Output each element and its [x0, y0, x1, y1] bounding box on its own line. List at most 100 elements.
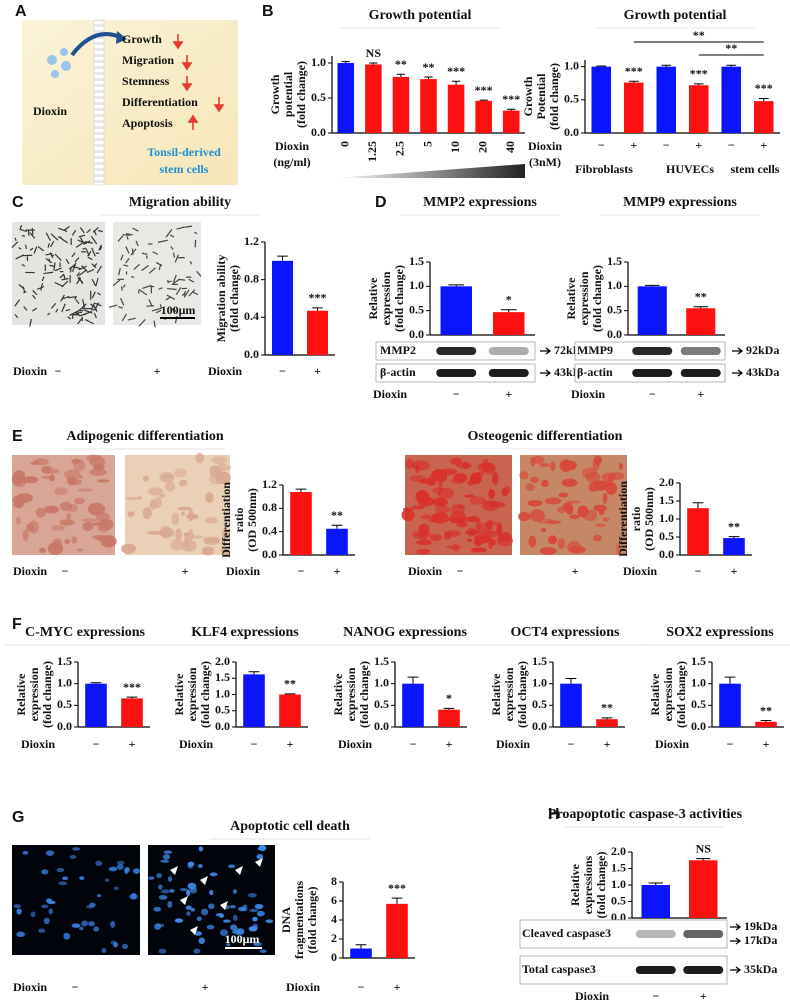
- x-axis-label: Dioxin: [571, 387, 605, 401]
- cell: [13, 474, 25, 485]
- cell: [91, 278, 97, 287]
- cell: [82, 247, 86, 250]
- bar: [121, 698, 143, 727]
- cell: [588, 482, 599, 492]
- cell: [78, 265, 87, 271]
- cell-label: stem cells: [160, 162, 209, 176]
- panel-letter: C: [12, 194, 24, 211]
- x-tick-label: −: [598, 138, 605, 152]
- cell: [38, 928, 46, 933]
- cell: [64, 469, 81, 480]
- cell: [167, 279, 169, 284]
- cell: [57, 236, 62, 239]
- cell: [84, 318, 94, 325]
- cell: [198, 846, 204, 852]
- y-axis-label: (fold change): [547, 63, 561, 130]
- x-tick-label: +: [604, 737, 611, 751]
- chart-title: KLF4 expressions: [191, 625, 299, 640]
- cell: [16, 908, 22, 915]
- cell: [188, 278, 195, 283]
- x-axis-label: Dioxin: [179, 737, 213, 751]
- error-bar: [728, 536, 740, 539]
- effect-label: Migration: [122, 53, 174, 67]
- cell: [148, 299, 153, 306]
- cell: [74, 312, 79, 316]
- cell: [82, 521, 94, 532]
- cell: [15, 516, 21, 525]
- chart-title: Apoptotic cell death: [230, 819, 350, 834]
- error-bar: [760, 720, 772, 722]
- cell: [169, 888, 175, 893]
- error-bar: [696, 858, 711, 861]
- cell: [31, 307, 38, 312]
- y-tick-label: 1.5: [532, 654, 547, 668]
- x-axis-label: Dioxin: [575, 989, 609, 1003]
- cell: [206, 924, 215, 930]
- condition-label: −: [62, 564, 69, 578]
- down-arrowhead: [213, 104, 225, 113]
- condition-label: −: [55, 364, 62, 378]
- cell: [91, 247, 96, 257]
- significance: **: [284, 677, 296, 691]
- cell: [67, 316, 72, 320]
- cell: [585, 471, 601, 483]
- y-tick-label: 0.5: [311, 90, 326, 104]
- bar: [438, 709, 460, 727]
- cell: [163, 850, 173, 854]
- cell: [557, 538, 566, 549]
- cell: [116, 864, 124, 870]
- cell: [547, 535, 558, 545]
- cell: [593, 455, 603, 465]
- cell: [54, 267, 62, 272]
- cell: [198, 937, 206, 945]
- significance: **: [760, 703, 772, 717]
- cell: [175, 286, 182, 295]
- cell: [167, 901, 173, 908]
- x-tick-label: 10: [448, 141, 462, 153]
- y-tick-label: 1.5: [607, 254, 622, 268]
- cell: [120, 297, 125, 306]
- significance: **: [695, 290, 707, 304]
- cell: [171, 279, 180, 286]
- cell: [29, 247, 34, 251]
- y-tick-label: 2.0: [611, 844, 626, 858]
- cell: [247, 893, 257, 898]
- cell: [14, 313, 19, 319]
- effect-label: Stemness: [122, 74, 170, 88]
- cell: [190, 535, 204, 539]
- y-tick-label: 0.0: [564, 125, 579, 139]
- cell: [131, 275, 135, 278]
- cell: [81, 920, 88, 927]
- cell: [74, 257, 80, 263]
- cell: [113, 886, 119, 891]
- cell: [53, 262, 56, 271]
- cell: [76, 272, 80, 277]
- effect-label: Differentiation: [122, 95, 198, 109]
- cell: [254, 903, 264, 910]
- significance: ***: [309, 291, 327, 305]
- cell: [226, 943, 231, 947]
- cell: [404, 458, 415, 469]
- cell: [435, 505, 451, 514]
- cell: [595, 523, 606, 528]
- y-axis-label: Relative: [568, 863, 582, 906]
- cell: [22, 476, 39, 484]
- cell: [121, 313, 127, 322]
- arrowhead-marker: [255, 858, 263, 867]
- cell: [464, 494, 475, 498]
- cell: [193, 948, 201, 954]
- error-bar: [644, 284, 660, 287]
- significance: ***: [690, 67, 708, 81]
- y-tick-label: 0.5: [564, 92, 579, 106]
- y-axis-label: (fold change): [674, 661, 688, 728]
- cell: [165, 229, 173, 238]
- bar: [85, 683, 107, 727]
- y-axis-label: expression: [27, 667, 41, 721]
- error-bar: [331, 524, 343, 529]
- cell: [81, 265, 88, 272]
- cell: [43, 271, 54, 275]
- arrowhead-marker: [200, 876, 208, 885]
- y-tick-label: 1.5: [659, 493, 674, 507]
- cell: [29, 318, 32, 327]
- group-label: Fibroblasts: [575, 162, 633, 176]
